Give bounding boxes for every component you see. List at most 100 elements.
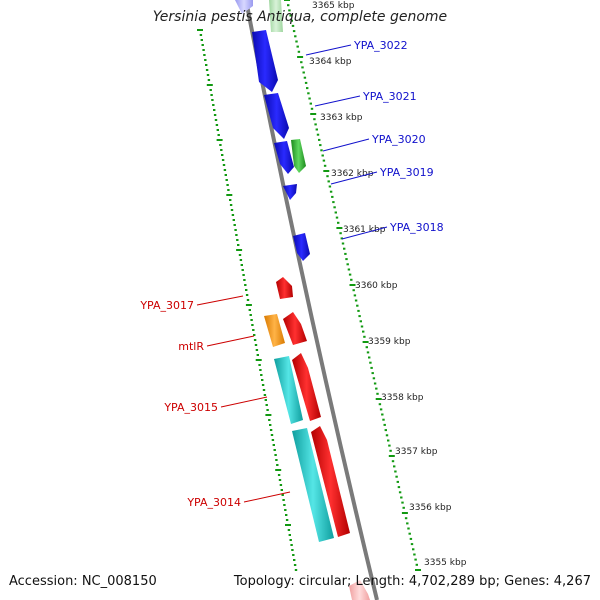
gene-label[interactable]: YPA_3021 [362,90,417,103]
tick-mark [232,219,235,221]
tick-mark [289,539,292,541]
tick-mark [213,114,217,116]
tick-mark [209,89,212,91]
tick-mark [282,499,285,501]
tick-mark [265,414,272,416]
gene-label[interactable]: YPA_3015 [163,401,218,414]
gene-label[interactable]: YPA_3014 [186,496,241,509]
tick-mark [280,489,283,491]
tick-labels: 3365 kbp 3364 kbp 3363 kbp 3362 kbp 3361… [309,1,467,568]
tick-mark [362,341,369,343]
tick-mark [370,366,373,369]
tick-mark [288,9,291,12]
tick-mark [256,354,259,356]
tick-mark [288,534,291,536]
gene-label[interactable]: YPA_3017 [139,299,194,312]
tick-label: 3359 kbp [368,337,411,347]
tick-mark [402,506,405,509]
tick-mark [328,185,332,188]
gene-label[interactable]: YPA_3018 [389,221,444,234]
tick-mark [297,50,301,53]
tick-mark [413,553,416,556]
tick-mark [238,254,242,256]
tick-mark [224,174,227,176]
tick-mark [231,214,235,216]
tick-mark [326,175,329,178]
gene-feature [311,426,350,537]
tick-mark [202,49,205,51]
gene-label[interactable]: YPA_3019 [379,166,434,179]
tick-mark [240,264,243,266]
tick-mark [304,81,308,84]
gene-label[interactable]: YPA_3020 [371,133,426,146]
gene-feature [292,428,334,542]
tick-mark [235,234,238,236]
tick-mark [366,351,370,354]
leader-line [206,335,255,347]
leader-line [305,44,352,56]
tick-mark [329,190,333,193]
tick-mark [290,19,293,22]
tick-mark [332,201,335,204]
tick-mark [415,569,421,571]
leader-line [220,396,268,408]
tick-mark [281,494,284,496]
tick-mark [323,170,330,172]
tick-mark [365,346,368,349]
tick-mark [388,444,391,447]
tick-mark [373,382,377,385]
tick-mark [217,134,220,136]
tick-mark [341,242,345,245]
tick-mark [395,475,398,478]
tick-mark [274,454,277,456]
gene-feature [235,0,253,14]
tick-mark [221,154,224,156]
tick-mark [284,0,290,1]
tick-label: 3363 kbp [320,113,363,123]
gene-feature [264,93,289,139]
tick-mark [276,464,279,466]
tick-mark [223,169,227,171]
tick-mark [389,449,392,452]
tick-mark [222,164,226,166]
tick-mark [254,344,258,346]
tick-mark [269,424,272,426]
tick-mark [239,259,243,261]
tick-mark [348,273,352,276]
tick-mark [264,399,267,401]
gene-label[interactable]: YPA_3022 [353,39,408,52]
tick-mark [358,315,361,318]
gene-label[interactable]: mtlR [178,340,204,353]
tick-mark [401,512,408,514]
tick-mark [262,389,266,391]
tick-mark [300,61,303,64]
tick-mark [333,206,336,209]
tick-mark [362,330,365,333]
gene-feature [293,233,310,261]
tick-mark [408,532,411,535]
tick-mark [234,229,237,231]
tick-mark [197,29,203,31]
tick-mark [343,247,346,250]
tick-mark [251,324,254,326]
tick-mark [259,369,262,371]
tick-mark [296,45,299,48]
gene-feature [283,184,297,200]
tick-mark [292,30,296,33]
tick-mark [250,319,253,321]
gene-feature [269,0,283,32]
tick-mark [350,278,353,281]
tick-mark [309,102,312,105]
tick-mark [245,289,248,291]
tick-mark [203,54,206,56]
tick-mark [244,284,247,286]
tick-mark [207,79,211,81]
tick-mark [279,484,283,486]
gene-feature [283,312,307,345]
tick-mark [345,258,348,261]
tick-mark [310,113,317,115]
tick-mark [353,294,357,297]
tick-mark [211,99,214,101]
tick-mark [337,221,340,224]
tick-mark [236,239,239,241]
